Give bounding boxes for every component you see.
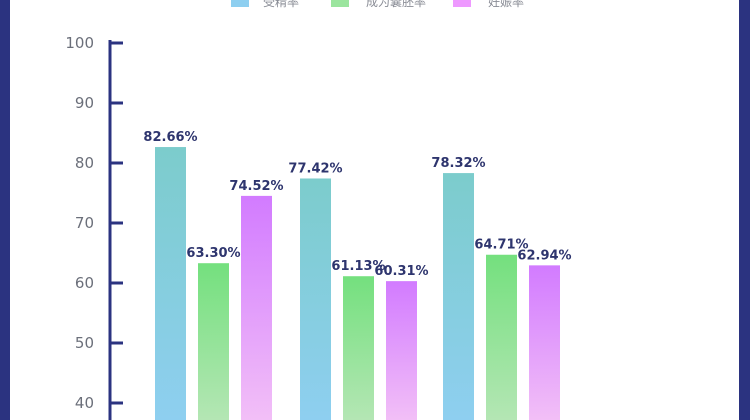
data-label-series0-group1: 77.42% <box>288 161 342 176</box>
y-tick-label: 40 <box>75 394 94 412</box>
y-tick-label: 90 <box>75 94 94 112</box>
bar-series1-group0 <box>198 263 229 420</box>
bar-series1-group1 <box>343 276 374 420</box>
data-label-series0-group0: 82.66% <box>143 130 197 145</box>
legend: 受精率 成为囊胚率 妊娠率 <box>231 0 524 9</box>
data-label-series1-group2: 64.71% <box>474 238 528 253</box>
y-tick-label: 60 <box>75 274 94 292</box>
bar-series2-group2 <box>529 265 560 420</box>
data-label-series1-group0: 63.30% <box>186 246 240 261</box>
bar-series0-group1 <box>300 178 331 420</box>
y-tick-label: 50 <box>75 334 94 352</box>
bar-series2-group0 <box>241 195 272 420</box>
data-label-series1-group1: 61.13% <box>331 259 385 274</box>
bar-series1-group2 <box>486 254 517 420</box>
legend-swatch-1 <box>331 0 349 7</box>
data-label-series2-group2: 62.94% <box>517 248 571 263</box>
y-tick-label: 80 <box>75 154 94 172</box>
bar-series0-group2 <box>443 173 474 420</box>
data-labels: 82.66% 77.42% 78.32% 63.30% 61.13% 64.71% 74.5… <box>143 130 571 279</box>
data-label-series0-group2: 78.32% <box>431 156 485 171</box>
y-tick-label: 100 <box>65 34 94 52</box>
data-label-series2-group0: 74.52% <box>229 179 283 194</box>
bar-series2-group1 <box>386 281 417 420</box>
bar-series0-group0 <box>155 147 186 420</box>
y-tick-label: 70 <box>75 214 94 232</box>
legend-swatch-0 <box>231 0 249 7</box>
legend-swatch-2 <box>453 0 471 7</box>
legend-label-1: 成为囊胚率 <box>366 0 426 9</box>
data-label-series2-group1: 60.31% <box>374 264 428 279</box>
bars <box>155 147 560 420</box>
chart-panel <box>10 0 739 420</box>
legend-label-2: 妊娠率 <box>488 0 524 9</box>
legend-label-0: 受精率 <box>263 0 299 9</box>
y-axis-ticks: 40 50 60 70 80 90 100 <box>65 34 123 412</box>
